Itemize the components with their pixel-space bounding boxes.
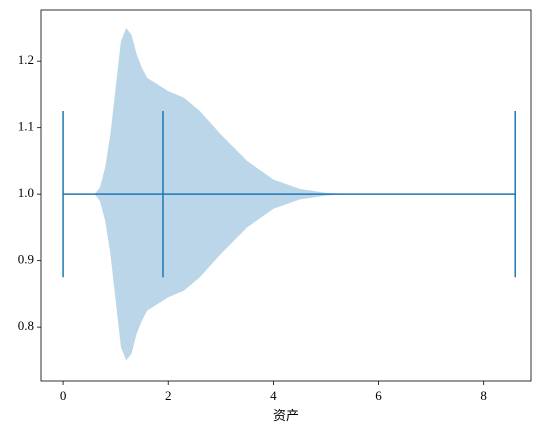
violin-body xyxy=(63,27,516,195)
violin-body xyxy=(63,194,516,361)
y-tick-label: 1.2 xyxy=(18,52,34,67)
y-tick-label: 1.1 xyxy=(18,119,34,134)
axes-frame xyxy=(40,9,532,382)
x-tick-label: 8 xyxy=(480,388,487,403)
x-tick-label: 6 xyxy=(375,388,382,403)
x-tick-label: 2 xyxy=(165,388,172,403)
y-tick-label: 1.0 xyxy=(18,185,34,200)
x-tick-label: 0 xyxy=(60,388,67,403)
x-tick-label: 4 xyxy=(270,388,277,403)
x-axis-label: 资产 xyxy=(273,408,299,423)
y-tick-label: 0.8 xyxy=(18,318,34,333)
y-tick-label: 0.9 xyxy=(18,252,34,267)
